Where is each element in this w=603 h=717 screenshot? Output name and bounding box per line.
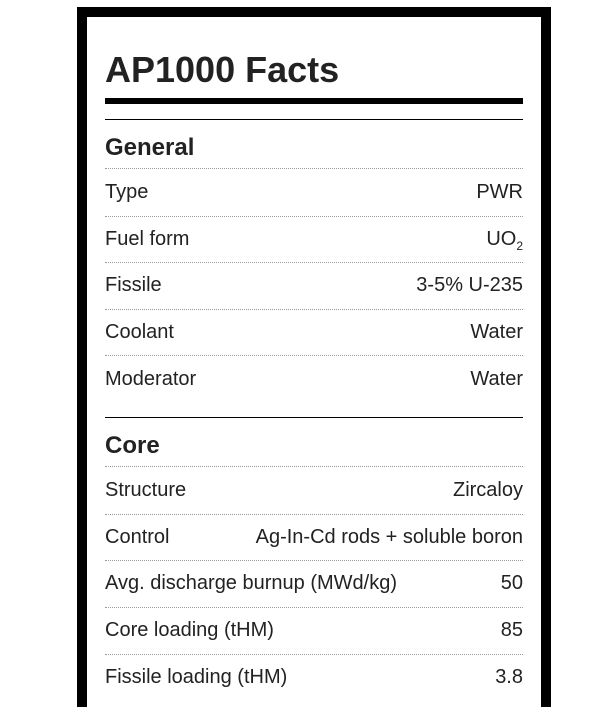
title-divider	[105, 98, 523, 104]
fact-value-base: UO	[486, 228, 517, 250]
fact-label: Fissile loading (tHM)	[105, 666, 288, 688]
fact-value: 3.8	[495, 666, 523, 688]
fact-row-burnup: Avg. discharge burnup (MWd/kg) 50	[105, 560, 523, 607]
fact-label: Type	[105, 181, 149, 203]
fact-row-control: Control Ag-In-Cd rods + soluble boron	[105, 514, 523, 561]
fact-label: Control	[105, 526, 170, 548]
row-separator	[105, 168, 523, 169]
facts-card-body: AP1000 Facts General Type PWR Fuel form …	[87, 17, 541, 717]
fact-value: 50	[500, 572, 523, 594]
facts-title: AP1000 Facts	[105, 49, 340, 90]
fact-label: Coolant	[105, 321, 174, 343]
fact-value: Zircaloy	[452, 479, 523, 501]
row-separator	[105, 466, 523, 467]
fact-row-fuel-form: Fuel form UO2	[105, 216, 523, 263]
fact-value: Water	[470, 321, 523, 343]
fact-value: Ag-In-Cd rods + soluble boron	[255, 526, 523, 548]
fact-label: Moderator	[105, 368, 197, 390]
fact-label: Core loading (tHM)	[105, 619, 274, 641]
fact-label: Structure	[105, 479, 187, 501]
row-separator	[105, 262, 523, 263]
row-separator	[105, 216, 523, 217]
fact-value: PWR	[476, 181, 523, 203]
fact-row-fissile-loading: Fissile loading (tHM) 3.8	[105, 654, 523, 701]
fact-row-fissile: Fissile 3-5% U-235	[105, 262, 523, 309]
fact-row-type: Type PWR	[105, 169, 523, 216]
facts-card: AP1000 Facts General Type PWR Fuel form …	[77, 7, 551, 717]
fact-value: UO2	[486, 228, 523, 253]
row-separator	[105, 654, 523, 655]
fact-value: 3-5% U-235	[416, 274, 523, 296]
row-separator	[105, 355, 523, 356]
fact-label: Fuel form	[105, 228, 190, 250]
fact-row-coolant: Coolant Water	[105, 309, 523, 356]
fact-value: 85	[500, 619, 523, 641]
fact-label: Avg. discharge burnup (MWd/kg)	[105, 572, 397, 594]
section-heading-general: General	[105, 134, 195, 161]
row-separator	[105, 560, 523, 561]
fact-row-core-loading: Core loading (tHM) 85	[105, 607, 523, 654]
fact-value-subscript: 2	[516, 239, 523, 253]
fact-value: Water	[470, 368, 523, 390]
row-separator	[105, 514, 523, 515]
row-separator	[105, 309, 523, 310]
fact-row-structure: Structure Zircaloy	[105, 467, 523, 514]
section-heading-core: Core	[105, 432, 160, 459]
fact-row-moderator: Moderator Water	[105, 356, 523, 403]
section-divider-core	[105, 417, 523, 418]
row-separator	[105, 607, 523, 608]
fact-label: Fissile	[105, 274, 162, 296]
section-divider-general	[105, 119, 523, 120]
